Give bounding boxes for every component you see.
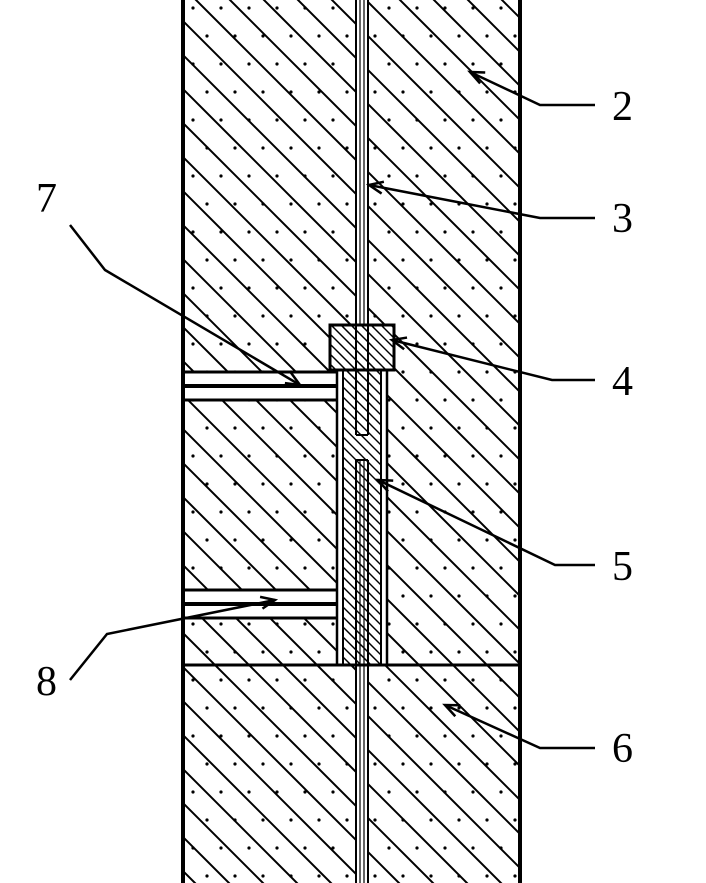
leader-5 — [378, 480, 595, 565]
label-2: 2 — [612, 84, 633, 130]
leader-3 — [369, 185, 595, 218]
label-7: 7 — [36, 176, 57, 222]
label-5: 5 — [612, 544, 633, 590]
label-4: 4 — [612, 359, 633, 405]
label-6: 6 — [612, 726, 633, 772]
leader-4 — [392, 340, 595, 380]
label-3: 3 — [612, 196, 633, 242]
label-8: 8 — [36, 659, 57, 705]
